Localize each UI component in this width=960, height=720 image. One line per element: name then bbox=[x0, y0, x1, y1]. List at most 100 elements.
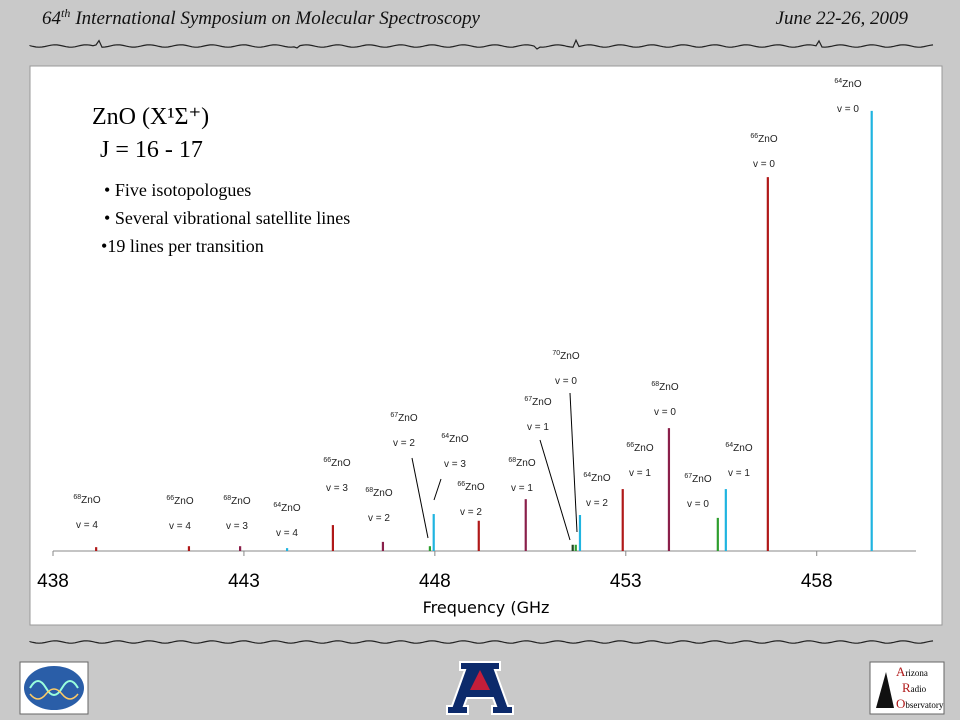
peak-state: v = 2 bbox=[368, 513, 390, 524]
peak-label: 68ZnO bbox=[223, 495, 250, 507]
peak-label: 68ZnO bbox=[508, 457, 535, 469]
peak-state: v = 4 bbox=[76, 520, 98, 531]
peak-species: ZnO bbox=[231, 496, 251, 507]
peak-species: ZnO bbox=[398, 413, 418, 424]
peak-isotope: 68 bbox=[651, 381, 659, 388]
peak-isotope: 66 bbox=[323, 457, 331, 464]
peak-label: 67ZnO bbox=[524, 396, 551, 408]
peak-state: v = 0 bbox=[687, 499, 709, 510]
peak-species: ZnO bbox=[692, 474, 712, 485]
peak-label: 68ZnO bbox=[73, 494, 100, 506]
peak-state: v = 2 bbox=[460, 507, 482, 518]
peak-label: 67ZnO bbox=[684, 473, 711, 485]
peak-species: ZnO bbox=[465, 482, 485, 493]
bullet: •19 lines per transition bbox=[101, 236, 264, 256]
peak-species: ZnO bbox=[516, 458, 536, 469]
peak-species: ZnO bbox=[281, 503, 301, 514]
peak-state: v = 2 bbox=[586, 498, 608, 509]
header-number: 64 bbox=[42, 8, 62, 29]
peak-label: 66ZnO bbox=[457, 481, 484, 493]
peak-state: v = 1 bbox=[527, 422, 549, 433]
peak-species: ZnO bbox=[758, 134, 778, 145]
peak-label: 66ZnO bbox=[626, 442, 653, 454]
bullet: • Five isotopologues bbox=[104, 180, 251, 200]
peak-species: ZnO bbox=[634, 443, 654, 454]
peak-isotope: 64 bbox=[834, 78, 842, 85]
peak-species: ZnO bbox=[532, 397, 552, 408]
peak-isotope: 66 bbox=[457, 481, 465, 488]
header-title: 64th International Symposium on Molecular… bbox=[42, 6, 480, 29]
bullet-text: Several vibrational satellite lines bbox=[115, 208, 350, 228]
center-logo bbox=[446, 661, 514, 715]
leader-line bbox=[569, 392, 578, 533]
peak-isotope: 64 bbox=[725, 442, 733, 449]
peak-label: 66ZnO bbox=[750, 133, 777, 145]
peak-isotope: 64 bbox=[583, 472, 591, 479]
peak-species: ZnO bbox=[331, 458, 351, 469]
peak-state: v = 4 bbox=[276, 528, 298, 539]
bullet-text: Five isotopologues bbox=[115, 180, 252, 200]
x-tick-label: 443 bbox=[228, 571, 260, 592]
x-axis-label: Frequency (GHz bbox=[423, 598, 550, 617]
peak-state: v = 1 bbox=[629, 468, 651, 479]
peak-species: ZnO bbox=[591, 473, 611, 484]
header-ordinal: th bbox=[61, 6, 70, 20]
squiggle bbox=[29, 640, 934, 644]
peak-label: 66ZnO bbox=[166, 495, 193, 507]
peak-isotope: 67 bbox=[524, 396, 532, 403]
peak-state: v = 1 bbox=[728, 468, 750, 479]
leader-line bbox=[433, 478, 442, 501]
peak-isotope: 66 bbox=[750, 133, 758, 140]
peak-isotope: 68 bbox=[73, 494, 81, 501]
x-tick-label: 438 bbox=[37, 571, 69, 592]
peak-label: 64ZnO bbox=[441, 433, 468, 445]
header-text: International Symposium on Molecular Spe… bbox=[74, 8, 480, 29]
peak-species: ZnO bbox=[659, 382, 679, 393]
chart-frame bbox=[29, 65, 943, 626]
peak-label: 67ZnO bbox=[390, 412, 417, 424]
peak-label: 68ZnO bbox=[365, 487, 392, 499]
peak-state: v = 0 bbox=[837, 104, 859, 115]
peak-state: v = 2 bbox=[393, 438, 415, 449]
peak-isotope: 68 bbox=[508, 457, 516, 464]
chart-title: ZnO (X¹Σ⁺) bbox=[92, 104, 209, 130]
squiggle bbox=[29, 38, 934, 50]
peak-isotope: 67 bbox=[390, 412, 398, 419]
right-logo: Arizona Radio Observatory bbox=[869, 661, 945, 715]
peak-isotope: 70 bbox=[552, 350, 560, 357]
bullet-text: 19 lines per transition bbox=[107, 236, 263, 256]
peak-label: 64ZnO bbox=[834, 78, 861, 90]
logo-text: Arizona bbox=[896, 664, 928, 679]
peak-label: 64ZnO bbox=[273, 502, 300, 514]
peak-state: v = 0 bbox=[654, 407, 676, 418]
peak-species: ZnO bbox=[560, 351, 580, 362]
peak-state: v = 3 bbox=[326, 483, 348, 494]
peak-label: 70ZnO bbox=[552, 350, 579, 362]
peak-isotope: 66 bbox=[626, 442, 634, 449]
header-date: June 22-26, 2009 bbox=[776, 8, 909, 29]
logo-text: Observatory bbox=[896, 696, 944, 711]
peak-label: 64ZnO bbox=[583, 472, 610, 484]
decorations bbox=[29, 38, 934, 644]
peak-state: v = 0 bbox=[555, 376, 577, 387]
peak-label: 64ZnO bbox=[725, 442, 752, 454]
x-tick-label: 448 bbox=[419, 571, 451, 592]
peak-species: ZnO bbox=[449, 434, 469, 445]
peak-state: v = 3 bbox=[226, 521, 248, 532]
logo-text: Radio bbox=[902, 680, 927, 695]
chart-subtitle: J = 16 - 17 bbox=[100, 137, 203, 163]
peak-state: v = 4 bbox=[169, 521, 191, 532]
peak-state: v = 0 bbox=[753, 159, 775, 170]
peak-isotope: 64 bbox=[273, 502, 281, 509]
peak-species: ZnO bbox=[733, 443, 753, 454]
peak-state: v = 1 bbox=[511, 483, 533, 494]
peak-isotope: 68 bbox=[223, 495, 231, 502]
x-tick-label: 458 bbox=[801, 571, 833, 592]
peak-label: 66ZnO bbox=[323, 457, 350, 469]
peak-state: v = 3 bbox=[444, 459, 466, 470]
peak-species: ZnO bbox=[373, 488, 393, 499]
peak-isotope: 67 bbox=[684, 473, 692, 480]
